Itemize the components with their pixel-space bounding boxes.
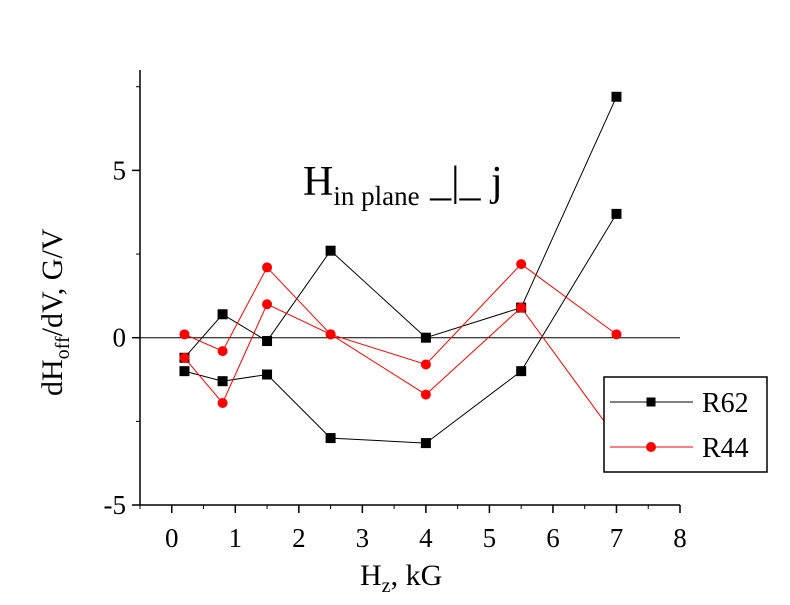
legend-label-r62: R62 (702, 388, 749, 419)
legend: R62 R44 (603, 376, 768, 473)
data-point-r62 (217, 309, 228, 320)
x-tick-label: 1 (229, 523, 243, 553)
data-point-r62 (262, 369, 273, 380)
data-point-r44 (325, 329, 336, 340)
legend-label-r44: R44 (702, 433, 749, 464)
data-point-r62 (179, 366, 190, 377)
series-line-r62-1 (184, 96, 617, 359)
data-point-r62 (420, 332, 431, 343)
x-tick-label: 8 (673, 523, 687, 553)
series-r62 (179, 91, 622, 449)
legend-box (603, 376, 768, 473)
legend-marker-r62 (646, 397, 656, 407)
data-point-r62 (325, 245, 336, 256)
x-tick-label: 3 (356, 523, 370, 553)
y-tick-label: 5 (113, 155, 127, 185)
x-tick-label: 4 (419, 523, 433, 553)
data-point-r44 (262, 262, 273, 273)
x-axis-title: Hz, kG (360, 559, 442, 597)
data-point-r62 (611, 208, 622, 219)
x-tick-label: 0 (165, 523, 179, 553)
data-point-r62 (420, 438, 431, 449)
y-tick-label: 0 (113, 323, 127, 353)
x-tick-label: 6 (546, 523, 560, 553)
y-axis-title: dHoff/dV, G/V (36, 228, 74, 396)
data-point-r44 (179, 352, 190, 363)
data-point-r44 (516, 302, 527, 313)
axes: 0 1 2 3 4 5 6 7 8 -5 0 5 (104, 70, 687, 553)
data-point-r44 (262, 299, 273, 310)
series-line-r62-2 (184, 213, 617, 444)
data-point-r62 (262, 336, 273, 347)
series-layer (179, 91, 622, 449)
data-point-r44 (611, 329, 622, 340)
data-point-r44 (217, 346, 228, 357)
x-tick-label: 5 (483, 523, 497, 553)
data-point-r62 (611, 91, 622, 102)
series-r44 (179, 259, 622, 444)
legend-marker-r44 (646, 442, 656, 452)
annotation: Hin plane _|_ j (303, 159, 503, 211)
data-point-r44 (179, 329, 190, 340)
data-point-r62 (217, 376, 228, 387)
x-tick-label: 7 (610, 523, 624, 553)
x-tick-label: 2 (292, 523, 306, 553)
data-point-r44 (217, 397, 228, 408)
y-tick-label: -5 (104, 490, 127, 520)
data-point-r62 (516, 366, 527, 377)
data-point-r44 (516, 259, 527, 270)
data-point-r44 (420, 389, 431, 400)
series-line-r44-2 (184, 303, 617, 439)
data-point-r44 (420, 359, 431, 370)
data-point-r62 (325, 433, 336, 444)
